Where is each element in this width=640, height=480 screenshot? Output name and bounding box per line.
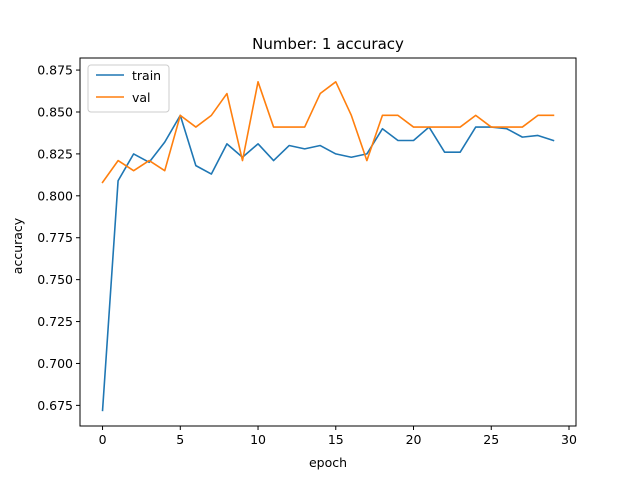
- x-tick-label: 5: [176, 432, 184, 447]
- chart-title: Number: 1 accuracy: [252, 35, 404, 53]
- y-tick-label: 0.775: [37, 230, 73, 245]
- y-tick-label: 0.750: [37, 272, 73, 287]
- plot-frame: [79, 57, 577, 427]
- y-tick-label: 0.700: [37, 356, 73, 371]
- x-tick-label: 15: [328, 432, 344, 447]
- series-line-val: [101, 81, 555, 184]
- y-tick-label: 0.875: [37, 63, 73, 78]
- y-tick-label: 0.725: [37, 314, 73, 329]
- y-tick-label: 0.825: [37, 146, 73, 161]
- legend-box: [87, 64, 170, 113]
- series-line-train: [101, 114, 555, 412]
- plot-background: [80, 58, 576, 426]
- x-axis-ticks: 0 5 10 15 20 25 30: [99, 426, 577, 447]
- x-tick-label: 10: [250, 432, 266, 447]
- x-tick-label: 25: [483, 432, 499, 447]
- legend-label-train: train: [132, 68, 161, 83]
- x-tick-label: 0: [99, 432, 107, 447]
- legend: train val: [87, 64, 170, 113]
- y-tick-label: 0.800: [37, 188, 73, 203]
- y-axis-title: accuracy: [10, 217, 25, 274]
- y-axis-ticks: 0.675 0.700 0.725 0.750 0.775 0.800 0.825 0.850…: [37, 63, 80, 413]
- y-tick-label: 0.675: [37, 398, 73, 413]
- y-tick-label: 0.850: [37, 104, 73, 119]
- x-axis-title: epoch: [309, 455, 347, 470]
- x-tick-label: 20: [406, 432, 422, 447]
- legend-label-val: val: [132, 90, 151, 105]
- plot-area: [80, 58, 576, 426]
- x-tick-label: 30: [561, 432, 577, 447]
- series-layer: [101, 81, 555, 412]
